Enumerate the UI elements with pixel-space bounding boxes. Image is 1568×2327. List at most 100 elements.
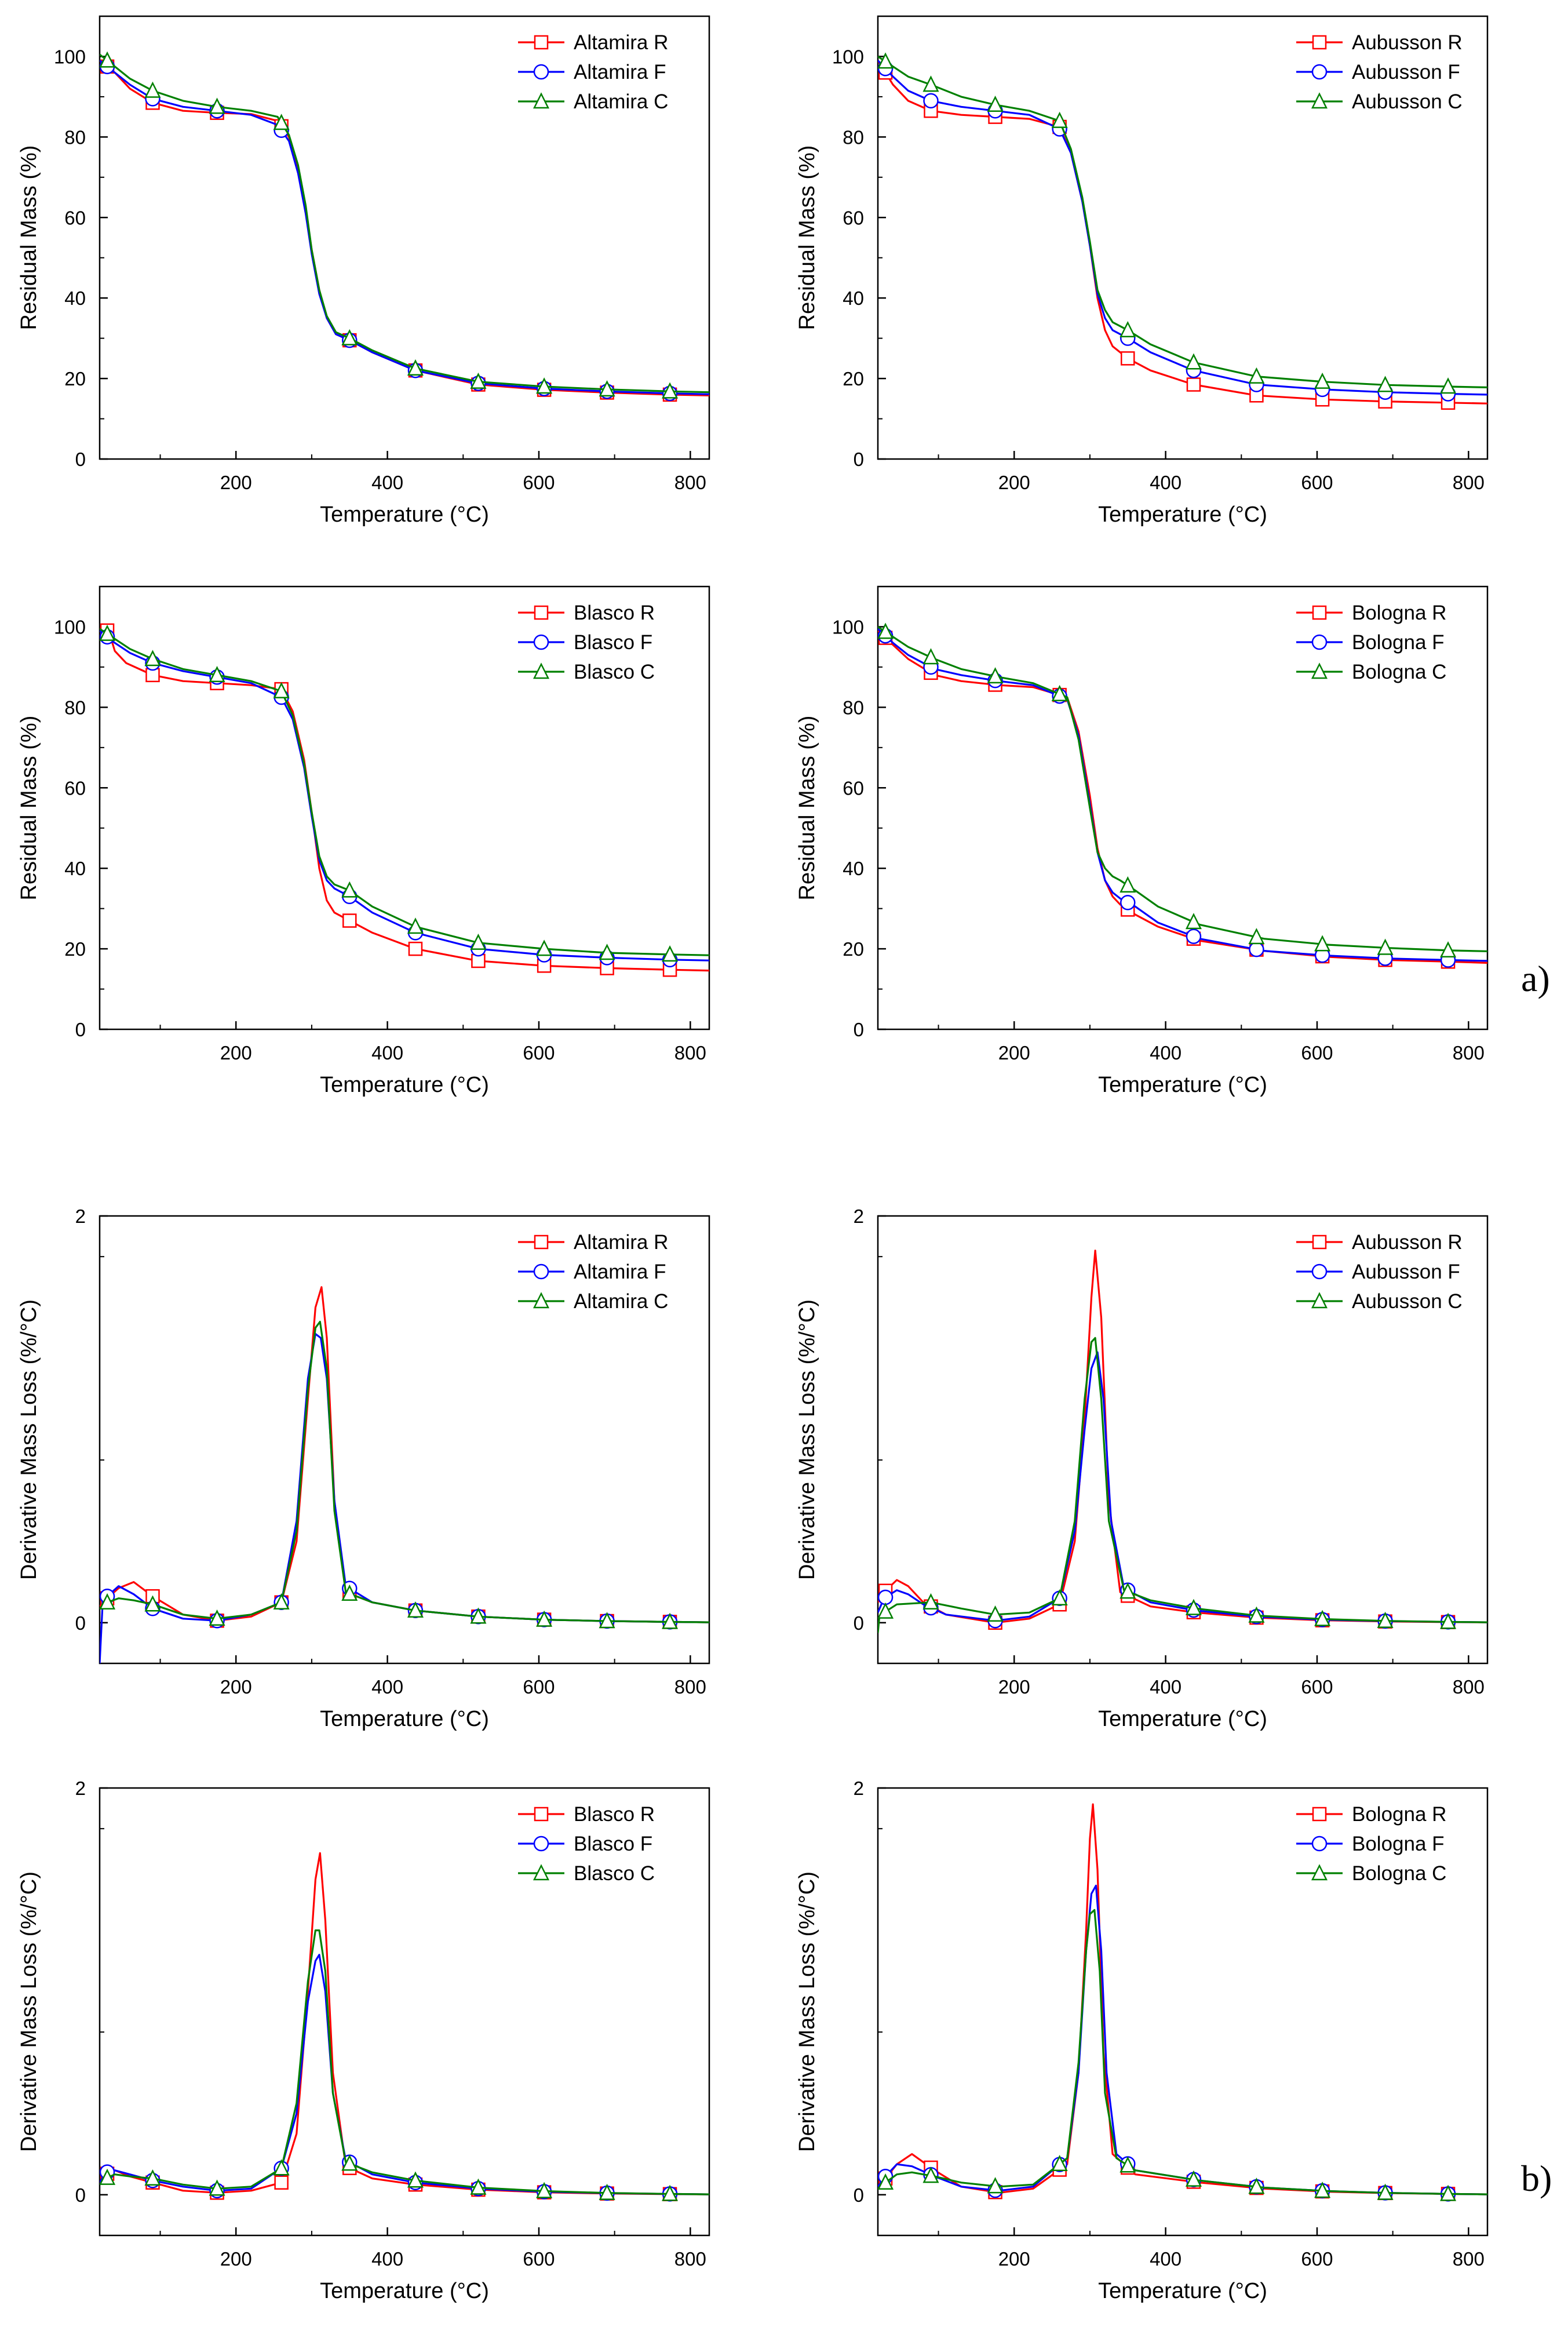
y-axis-label: Derivative Mass Loss (%/°C) <box>795 1299 819 1580</box>
y-tick-label: 0 <box>75 2184 86 2206</box>
x-tick-label: 200 <box>220 472 252 493</box>
x-axis-label: Temperature (°C) <box>1098 1073 1267 1097</box>
data-point <box>536 939 553 956</box>
data-point <box>923 93 939 109</box>
legend-entry: Altamira C <box>574 90 668 113</box>
data-point <box>1051 2154 1068 2172</box>
legend-entry: Altamira R <box>574 31 668 54</box>
legend-marker <box>533 64 549 80</box>
legend: Aubusson R Aubusson F Aubusson C <box>1296 31 1463 113</box>
series-group <box>878 622 1487 969</box>
x-tick-label: 200 <box>220 2248 252 2270</box>
legend-entry: Aubusson F <box>1352 61 1460 83</box>
data-point <box>1314 2182 1331 2198</box>
data-point <box>273 2159 290 2176</box>
data-point <box>922 648 939 665</box>
series-line-aubusson-c <box>878 1337 1487 1633</box>
data-point <box>407 917 424 934</box>
y-tick-label: 20 <box>843 938 864 960</box>
data-point <box>987 1605 1004 1622</box>
data-point <box>470 2178 487 2195</box>
chart-panel-b-aubusson: 200 400 600 800 0 2 Temperature (°C) Derivative… <box>795 1206 1489 1731</box>
chart-panel-a-bologna: 200 400 600 800 0 20 40 60 80 100 Temperature (°C)… <box>795 585 1489 1097</box>
y-axis-label: Derivative Mass Loss (%/°C) <box>795 1871 819 2152</box>
y-tick-label: 60 <box>64 207 86 228</box>
legend-entry: Blasco C <box>574 661 655 683</box>
y-axis-label: Residual Mass (%) <box>17 145 41 330</box>
data-point <box>1377 2183 1394 2200</box>
legend-marker <box>1311 1836 1328 1852</box>
x-axis-label: Temperature (°C) <box>1098 502 1267 527</box>
data-point <box>1248 2177 1265 2194</box>
y-tick-label: 0 <box>854 1612 864 1634</box>
plot-frame <box>877 1787 1489 2237</box>
data-point <box>144 1595 161 1612</box>
legend-marker <box>1312 35 1327 50</box>
data-point <box>1314 372 1331 389</box>
chart-panel-a-blasco: 200 400 600 800 0 20 40 60 80 100 Temperature (°C)… <box>17 585 710 1097</box>
data-point <box>878 622 894 639</box>
legend-marker <box>533 634 549 650</box>
x-tick-label: 600 <box>523 1676 555 1698</box>
x-tick-label: 800 <box>674 1676 706 1698</box>
y-axis-label: Residual Mass (%) <box>17 716 41 901</box>
x-tick-label: 400 <box>371 1042 403 1064</box>
x-tick-label: 200 <box>998 1676 1030 1698</box>
legend: Aubusson R Aubusson F Aubusson C <box>1296 1231 1463 1313</box>
y-tick-label: 100 <box>54 46 86 67</box>
legend-entry: Bologna R <box>1352 602 1446 624</box>
series-group <box>878 1803 1487 2202</box>
legend-entry: Blasco F <box>574 1833 652 1855</box>
y-tick-label: 100 <box>832 46 864 67</box>
x-tick-label: 800 <box>674 1042 706 1064</box>
y-tick-label: 40 <box>843 858 864 879</box>
data-point <box>100 2168 116 2185</box>
legend-entry: Aubusson F <box>1352 1261 1460 1283</box>
x-tick-label: 800 <box>1453 2248 1485 2270</box>
data-point <box>407 2171 424 2188</box>
x-tick-label: 600 <box>523 472 555 493</box>
series-line-bologna-f <box>878 628 1487 962</box>
data-point <box>209 666 225 683</box>
data-point <box>1377 938 1394 955</box>
legend: Altamira R Altamira F Altamira C <box>518 1231 668 1313</box>
y-tick-label: 60 <box>64 777 86 799</box>
data-point <box>341 881 358 898</box>
data-point <box>470 372 487 389</box>
series-group <box>878 1250 1487 1633</box>
x-tick-label: 800 <box>674 472 706 493</box>
y-tick-label: 20 <box>843 368 864 389</box>
chart-panel-b-blasco: 200 400 600 800 0 2 Temperature (°C) Derivative… <box>17 1778 710 2303</box>
data-point <box>408 941 423 956</box>
y-axis-label: Derivative Mass Loss (%/°C) <box>17 1299 41 1580</box>
series-line-blasco-c <box>100 1929 709 2195</box>
series-line-altamira-c <box>100 1320 709 1623</box>
data-point <box>1186 377 1201 392</box>
series-group <box>100 1852 709 2202</box>
chart-panel-a-altamira: 200 400 600 800 0 20 40 60 80 100 Temperature (°C)… <box>17 15 710 527</box>
data-point <box>341 1584 358 1601</box>
data-point <box>209 1609 225 1626</box>
series-group <box>100 623 709 977</box>
data-point <box>209 2179 225 2196</box>
legend-entry: Altamira F <box>574 1261 666 1283</box>
y-tick-label: 2 <box>854 1206 864 1227</box>
x-axis-label: Temperature (°C) <box>320 502 489 527</box>
x-tick-label: 400 <box>1150 1676 1182 1698</box>
legend-marker <box>534 35 549 50</box>
legend-marker <box>1311 64 1328 80</box>
legend-entry: Blasco R <box>574 602 655 624</box>
series-group <box>100 51 709 402</box>
data-point <box>878 52 894 69</box>
x-tick-label: 400 <box>371 472 403 493</box>
data-point <box>470 1607 487 1624</box>
y-tick-label: 0 <box>854 1019 864 1040</box>
data-point <box>1186 928 1202 944</box>
x-tick-label: 400 <box>371 2248 403 2270</box>
y-tick-label: 80 <box>843 126 864 148</box>
legend-entry: Bologna R <box>1352 1803 1446 1826</box>
x-axis-label: Temperature (°C) <box>320 1073 489 1097</box>
legend-marker <box>1312 605 1327 620</box>
legend-entry: Bologna F <box>1352 631 1445 654</box>
